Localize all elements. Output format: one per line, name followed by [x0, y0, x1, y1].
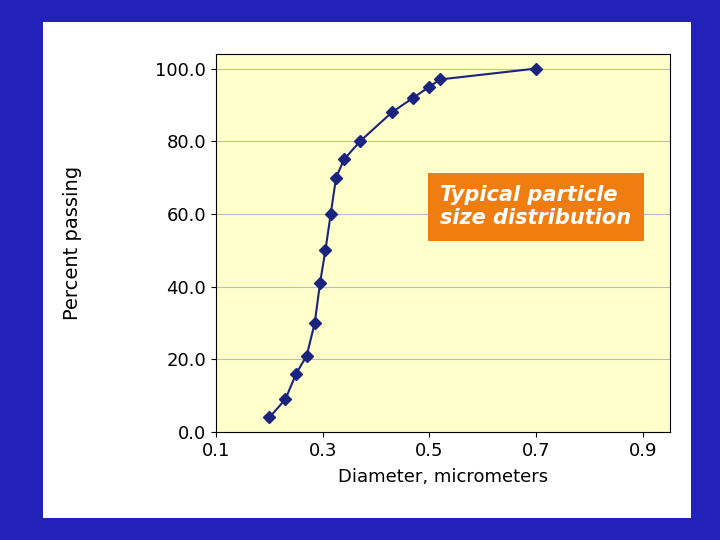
X-axis label: Diameter, micrometers: Diameter, micrometers — [338, 468, 548, 486]
Text: Typical particle
size distribution: Typical particle size distribution — [440, 185, 631, 228]
Text: Percent passing: Percent passing — [63, 166, 81, 320]
